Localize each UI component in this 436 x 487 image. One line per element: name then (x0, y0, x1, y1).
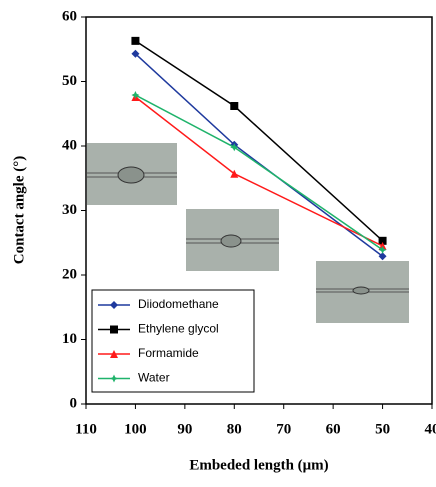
marker (230, 102, 238, 110)
marker (131, 37, 139, 45)
y-tick-label: 0 (70, 395, 78, 411)
x-tick-label: 70 (276, 421, 291, 437)
droplet (353, 287, 369, 294)
x-tick-label: 40 (425, 421, 436, 437)
x-tick-label: 60 (326, 421, 341, 437)
y-tick-label: 50 (62, 73, 77, 89)
legend-label: Diiodomethane (138, 297, 219, 311)
marker (110, 326, 118, 334)
y-tick-label: 10 (62, 331, 77, 347)
x-tick-label: 80 (227, 421, 242, 437)
legend-label: Formamide (138, 346, 199, 360)
x-tick-label: 50 (375, 421, 390, 437)
x-tick-label: 90 (177, 421, 192, 437)
y-axis-label: Contact angle (°) (11, 156, 27, 264)
marker (131, 91, 139, 99)
x-tick-label: 100 (124, 421, 147, 437)
legend-label: Water (138, 371, 170, 385)
y-tick-label: 60 (62, 8, 77, 24)
x-axis-label: Embeded length (μm) (189, 457, 328, 473)
y-tick-label: 40 (62, 137, 77, 153)
x-tick-label: 110 (75, 421, 97, 437)
legend-label: Ethylene glycol (138, 322, 219, 336)
y-tick-label: 20 (62, 266, 77, 282)
droplet (118, 167, 144, 183)
y-tick-label: 30 (62, 202, 77, 218)
droplet (221, 235, 241, 247)
